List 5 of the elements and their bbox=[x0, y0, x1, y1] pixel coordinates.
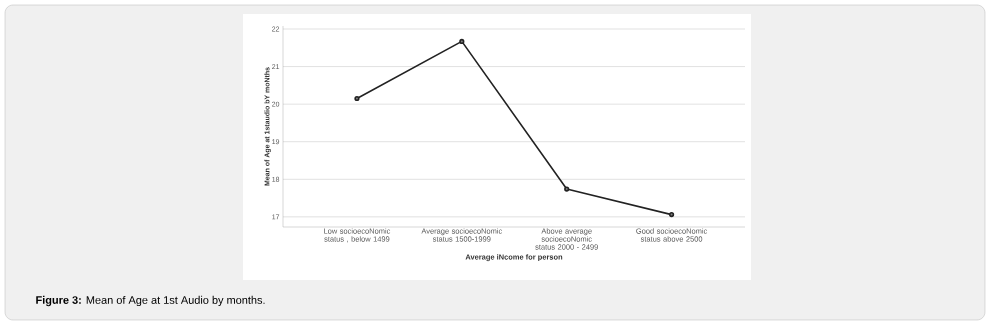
point bbox=[354, 95, 360, 102]
point bbox=[564, 186, 570, 192]
point bbox=[669, 212, 675, 218]
text: Figure 3: Mean of Age at 1st Audio by months. bbox=[36, 295, 265, 307]
point bbox=[459, 38, 465, 44]
